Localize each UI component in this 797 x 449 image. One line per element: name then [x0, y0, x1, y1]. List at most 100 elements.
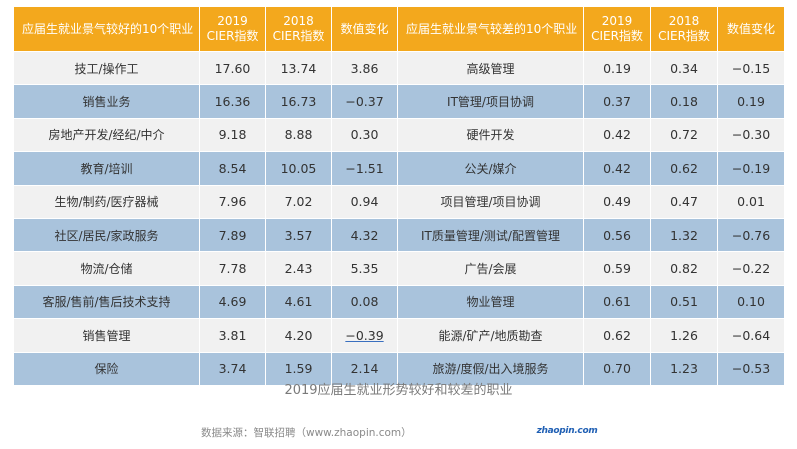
bad-occupation-name: 项目管理/项目协调	[398, 184, 584, 218]
good-cier-2019: 17.60	[200, 51, 266, 85]
cier-2019-header: 2019 CIER指数	[584, 7, 651, 51]
bad-cier-2019: 0.37	[584, 84, 651, 118]
table-header-row: 应届生就业景气较好的10个职业 2019 CIER指数 2018 CIER指数 数值…	[14, 7, 785, 51]
bad-cier-2018: 0.72	[651, 117, 718, 152]
bad-change: −0.53	[718, 351, 785, 385]
good-occupation-name: 保险	[14, 351, 200, 385]
bad-occupation-name: 硬件开发	[398, 117, 584, 152]
good-cier-2018: 16.73	[266, 84, 332, 118]
change-header: 数值变化	[332, 7, 398, 51]
table-row: 客服/售前/售后技术支持 4.69 4.61 0.08 物业管理 0.61 0.51 0.10	[14, 284, 785, 319]
good-occupation-name: 社区/居民/家政服务	[14, 217, 200, 252]
good-cier-2019: 9.18	[200, 117, 266, 152]
bad-change: −0.19	[718, 151, 785, 185]
bad-change: −0.15	[718, 51, 785, 85]
year-label: 2019	[601, 14, 633, 28]
bad-cier-2018: 1.32	[651, 217, 718, 252]
bad-occupation-name: 广告/会展	[398, 251, 584, 285]
bad-change: −0.30	[718, 117, 785, 152]
cier-2019-header: 2019 CIER指数	[200, 7, 266, 51]
good-cier-2019: 16.36	[200, 84, 266, 118]
bad-cier-2019: 0.42	[584, 117, 651, 152]
table-row: 房地产开发/经纪/中介 9.18 8.88 0.30 硬件开发 0.42 0.72 −0.30	[14, 117, 785, 152]
index-label: CIER指数	[591, 29, 643, 43]
good-occupation-name: 销售业务	[14, 84, 200, 118]
good-cier-2019: 3.74	[200, 351, 266, 385]
table-row: 社区/居民/家政服务 7.89 3.57 4.32 IT质量管理/测试/配置管理 0.56…	[14, 217, 785, 252]
bad-occupation-name: 高级管理	[398, 51, 584, 85]
cier-2018-header: 2018 CIER指数	[266, 7, 332, 51]
good-cier-2018: 10.05	[266, 151, 332, 185]
good-cier-2019: 3.81	[200, 318, 266, 352]
good-cier-2018: 4.20	[266, 318, 332, 352]
index-label: CIER指数	[658, 29, 710, 43]
bad-cier-2019: 0.61	[584, 284, 651, 319]
good-change: −0.39	[332, 318, 398, 352]
good-cier-2019: 4.69	[200, 284, 266, 319]
index-label: CIER指数	[272, 29, 325, 43]
table-row: 技工/操作工 17.60 13.74 3.86 高级管理 0.19 0.34 −0.15	[14, 51, 785, 85]
bad-occupation-name: 能源/矿产/地质勘查	[398, 318, 584, 352]
bad-change: 0.19	[718, 84, 785, 118]
bad-cier-2018: 0.51	[651, 284, 718, 319]
bad-change: −0.76	[718, 217, 785, 252]
good-occupation-name: 销售管理	[14, 318, 200, 352]
table-body: 技工/操作工 17.60 13.74 3.86 高级管理 0.19 0.34 −0.15 销售业…	[14, 51, 785, 385]
bad-occupation-name: IT管理/项目协调	[398, 84, 584, 118]
table-row: 教育/培训 8.54 10.05 −1.51 公关/媒介 0.42 0.62 −0.19	[14, 151, 785, 185]
zhaopin-logo: zhaopin.com	[537, 424, 598, 438]
table-caption: 2019应届生就业形势较好和较差的职业	[284, 383, 513, 398]
table-row: 生物/制药/医疗器械 7.96 7.02 0.94 项目管理/项目协调 0.49 0.47 0…	[14, 184, 785, 218]
bad-cier-2018: 0.18	[651, 84, 718, 118]
good-change: 3.86	[332, 51, 398, 85]
good-cier-2019: 7.96	[200, 184, 266, 218]
bad-change: 0.01	[718, 184, 785, 218]
good-change: 0.08	[332, 284, 398, 319]
bad-cier-2018: 1.23	[651, 351, 718, 385]
bad-cier-2018: 1.26	[651, 318, 718, 352]
good-occupation-name: 技工/操作工	[14, 51, 200, 85]
bad-cier-2019: 0.59	[584, 251, 651, 285]
good-cier-2018: 1.59	[266, 351, 332, 385]
good-change: 2.14	[332, 351, 398, 385]
good-cier-2018: 7.02	[266, 184, 332, 218]
bad-cier-2019: 0.19	[584, 51, 651, 85]
logo-text: zhaopin.com	[536, 426, 598, 436]
good-change: 5.35	[332, 251, 398, 285]
good-cier-2018: 2.43	[266, 251, 332, 285]
good-occupation-name: 房地产开发/经纪/中介	[14, 117, 200, 152]
good-change: −1.51	[332, 151, 398, 185]
table-row: 销售管理 3.81 4.20 −0.39 能源/矿产/地质勘查 0.62 1.26 −0.64	[14, 318, 785, 352]
year-label: 2018	[283, 14, 314, 28]
cier-2018-header: 2018 CIER指数	[651, 7, 718, 51]
change-header: 数值变化	[718, 7, 785, 51]
bad-occupation-name: 旅游/度假/出入境服务	[398, 351, 584, 385]
good-cier-2018: 3.57	[266, 217, 332, 252]
bad-cier-2018: 0.82	[651, 251, 718, 285]
good-change: 0.30	[332, 117, 398, 152]
bad-occupation-name: 物业管理	[398, 284, 584, 319]
good-change: 4.32	[332, 217, 398, 252]
bad-cier-2018: 0.47	[651, 184, 718, 218]
good-cier-2018: 4.61	[266, 284, 332, 319]
good-occupation-name: 教育/培训	[14, 151, 200, 185]
bad-change: −0.22	[718, 251, 785, 285]
good-cier-2019: 8.54	[200, 151, 266, 185]
bad-cier-2018: 0.34	[651, 51, 718, 85]
bad-change: 0.10	[718, 284, 785, 319]
bad-cier-2019: 0.70	[584, 351, 651, 385]
good-occupation-name: 生物/制药/医疗器械	[14, 184, 200, 218]
bad-cier-2019: 0.62	[584, 318, 651, 352]
bad-cier-2019: 0.49	[584, 184, 651, 218]
good-occupations-header: 应届生就业景气较好的10个职业	[14, 7, 200, 51]
good-cier-2018: 8.88	[266, 117, 332, 152]
good-cier-2018: 13.74	[266, 51, 332, 85]
bad-cier-2019: 0.56	[584, 217, 651, 252]
bad-cier-2019: 0.42	[584, 151, 651, 185]
good-occupation-name: 物流/仓储	[14, 251, 200, 285]
table-row: 物流/仓储 7.78 2.43 5.35 广告/会展 0.59 0.82 −0.22	[14, 251, 785, 285]
index-label: CIER指数	[206, 29, 259, 43]
bad-occupations-header: 应届生就业景气较差的10个职业	[398, 7, 584, 51]
good-cier-2019: 7.78	[200, 251, 266, 285]
data-source: 数据来源：智联招聘（www.zhaopin.com）	[201, 427, 412, 439]
